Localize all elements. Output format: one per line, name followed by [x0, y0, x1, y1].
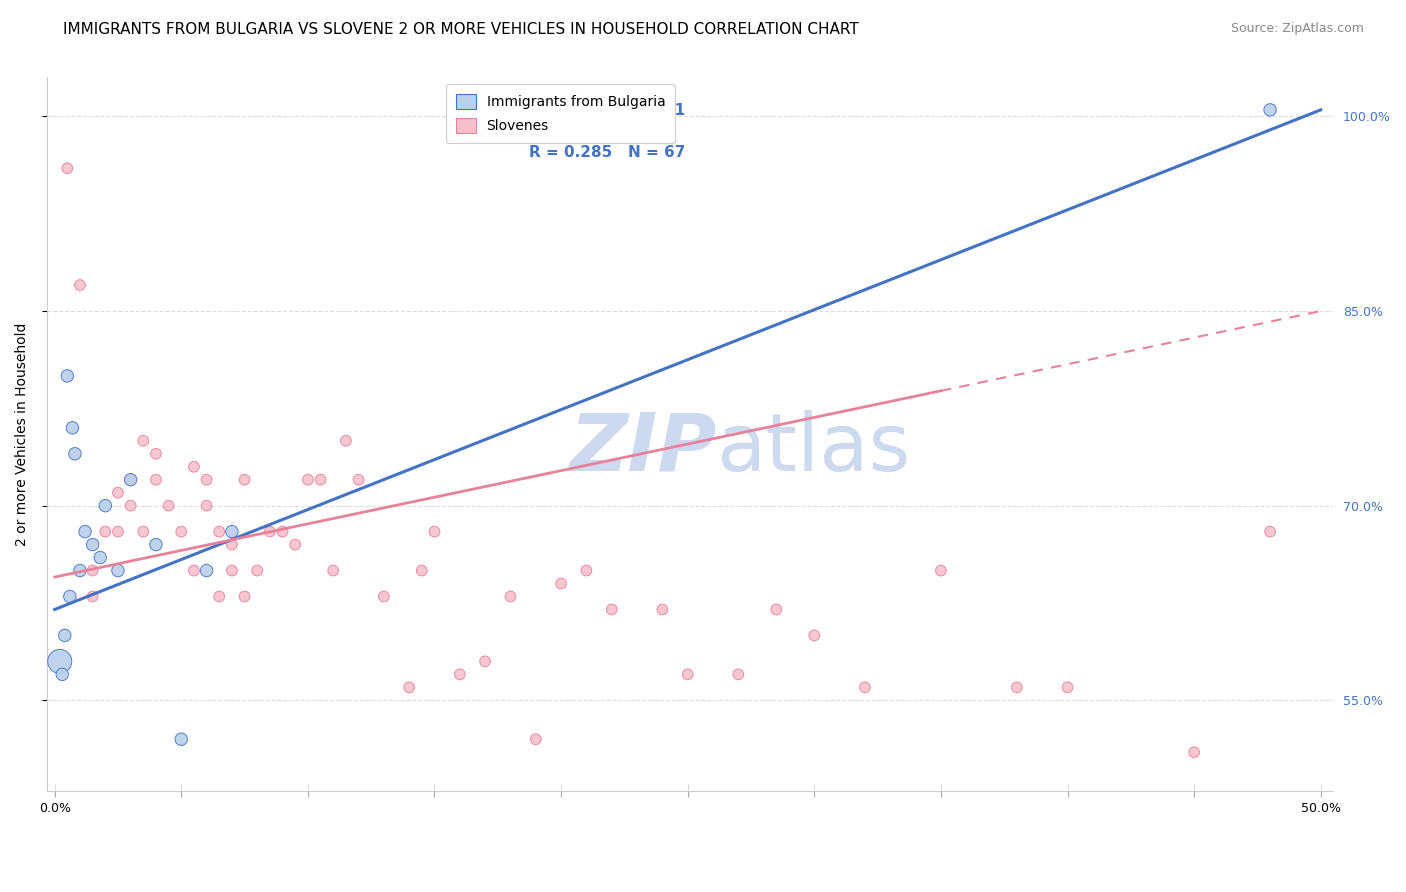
Point [1182, 745, 1205, 759]
Point [284, 538, 307, 552]
Point [120, 499, 142, 513]
Text: IMMIGRANTS FROM BULGARIA VS SLOVENE 2 OR MORE VEHICLES IN HOUSEHOLD CORRELATION : IMMIGRANTS FROM BULGARIA VS SLOVENE 2 OR… [63, 22, 859, 37]
Point [411, 564, 433, 578]
Text: atlas: atlas [716, 409, 910, 488]
Point [53, 628, 76, 642]
Text: ZIP: ZIP [568, 409, 716, 488]
Point [145, 538, 167, 552]
Point [107, 485, 129, 500]
Point [195, 564, 218, 578]
Point [145, 473, 167, 487]
Point [94, 524, 117, 539]
Point [195, 473, 218, 487]
Point [309, 473, 332, 487]
Point [132, 524, 155, 539]
Point [195, 499, 218, 513]
Point [208, 524, 231, 539]
Point [82, 564, 104, 578]
Point [449, 667, 471, 681]
Text: Source: ZipAtlas.com: Source: ZipAtlas.com [1230, 22, 1364, 36]
Point [259, 524, 281, 539]
Point [120, 473, 142, 487]
Point [727, 667, 749, 681]
Point [398, 681, 420, 695]
Point [73, 524, 96, 539]
Point [233, 590, 256, 604]
Point [208, 590, 231, 604]
Point [48, 654, 70, 668]
Point [69, 278, 91, 293]
Point [89, 550, 111, 565]
Point [120, 473, 142, 487]
Point [1056, 681, 1078, 695]
Point [297, 473, 319, 487]
Point [322, 564, 344, 578]
Point [94, 499, 117, 513]
Point [373, 590, 395, 604]
Point [56, 368, 79, 383]
Point [765, 602, 787, 616]
Point [221, 564, 243, 578]
Point [853, 681, 876, 695]
Point [1005, 681, 1028, 695]
Point [132, 434, 155, 448]
Point [183, 564, 205, 578]
Point [56, 161, 79, 176]
Point [524, 732, 547, 747]
Point [1258, 103, 1281, 117]
Point [145, 447, 167, 461]
Point [60, 421, 83, 435]
Point [335, 434, 357, 448]
Point [246, 564, 269, 578]
Point [803, 628, 825, 642]
Point [271, 524, 294, 539]
Text: R = 0.780   N = 21: R = 0.780 N = 21 [530, 103, 686, 118]
Point [550, 576, 572, 591]
Point [221, 538, 243, 552]
Y-axis label: 2 or more Vehicles in Household: 2 or more Vehicles in Household [15, 323, 30, 546]
Legend: Immigrants from Bulgaria, Slovenes: Immigrants from Bulgaria, Slovenes [446, 85, 675, 143]
Point [929, 564, 952, 578]
Point [347, 473, 370, 487]
Point [221, 524, 243, 539]
Point [575, 564, 598, 578]
Point [183, 459, 205, 474]
Point [69, 564, 91, 578]
Point [233, 473, 256, 487]
Point [170, 732, 193, 747]
Point [474, 654, 496, 668]
Point [499, 590, 522, 604]
Point [1258, 524, 1281, 539]
Text: R = 0.285   N = 67: R = 0.285 N = 67 [530, 145, 686, 160]
Point [107, 564, 129, 578]
Point [82, 590, 104, 604]
Point [107, 524, 129, 539]
Point [600, 602, 623, 616]
Point [170, 524, 193, 539]
Point [63, 447, 86, 461]
Point [157, 499, 180, 513]
Point [82, 538, 104, 552]
Point [59, 590, 82, 604]
Point [676, 667, 699, 681]
Point [51, 667, 73, 681]
Point [423, 524, 446, 539]
Point [651, 602, 673, 616]
